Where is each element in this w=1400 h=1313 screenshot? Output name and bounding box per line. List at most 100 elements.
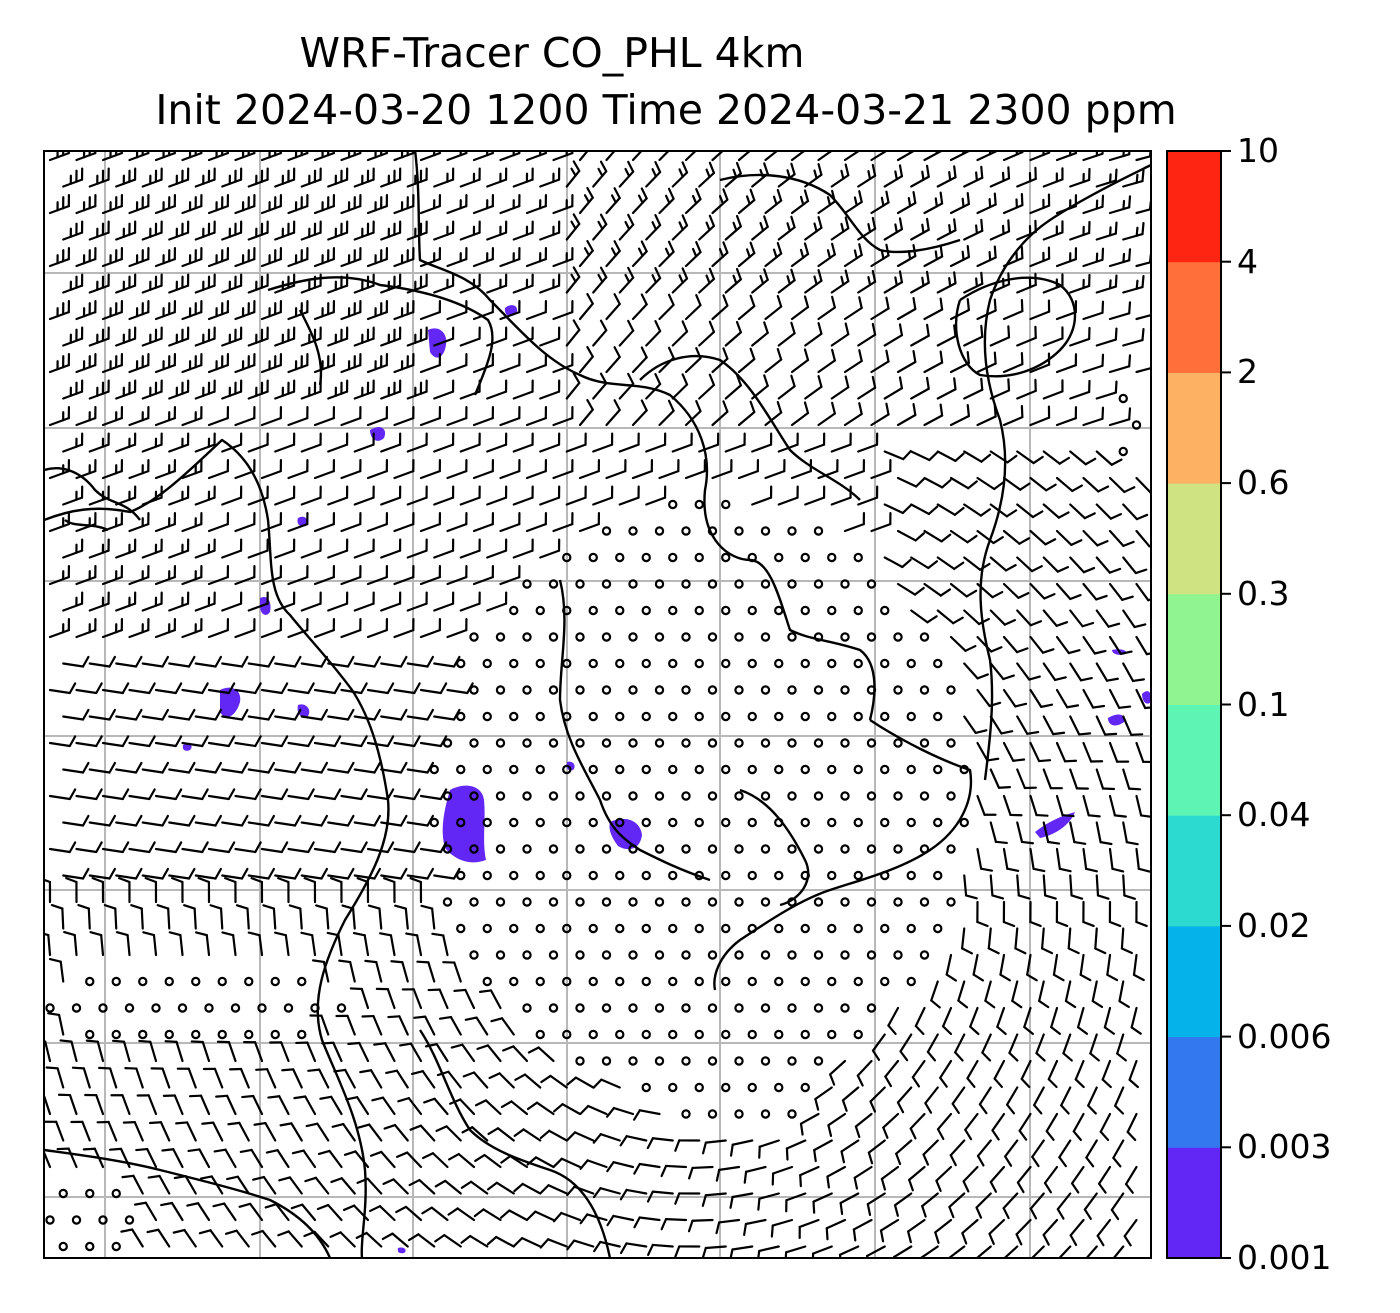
wind-barb	[260, 353, 283, 374]
wind-barb	[154, 353, 177, 374]
wind-barb	[658, 399, 675, 427]
wind-barb	[353, 379, 375, 400]
wind-barb	[1016, 272, 1037, 294]
wind-barb	[843, 190, 863, 215]
wind-barb	[724, 320, 742, 347]
wind-barb	[353, 220, 375, 241]
wind-barb	[949, 403, 970, 427]
wind-barb	[1055, 194, 1078, 215]
colorbar-band-0.02	[1167, 815, 1221, 927]
wind-barb	[154, 300, 177, 321]
wind-barb	[658, 346, 675, 374]
wind-barb	[1042, 326, 1064, 347]
wind-barb	[684, 187, 702, 215]
wind-barb	[1016, 166, 1037, 188]
wind-barb	[221, 326, 243, 347]
wind-barb	[234, 459, 256, 480]
wind-barb	[101, 459, 124, 480]
wind-barb	[671, 161, 689, 188]
wind-barb	[963, 271, 984, 294]
wind-barb	[711, 151, 725, 162]
wind-barb	[976, 351, 997, 374]
wind-barb	[804, 432, 826, 453]
wind-barb	[194, 432, 216, 453]
calm-wind-marker	[1118, 393, 1128, 404]
wind-barb	[62, 326, 84, 347]
wind-barb	[101, 406, 124, 427]
wind-barb	[181, 353, 203, 374]
wind-barb	[896, 350, 917, 374]
wind-barb	[910, 450, 939, 462]
wind-barb	[923, 350, 944, 374]
wind-barb	[631, 399, 648, 427]
wind-barb	[287, 406, 309, 427]
wind-barb	[287, 459, 309, 480]
colorbar-band-0.04	[1167, 704, 1221, 816]
wind-barb	[499, 300, 521, 321]
wind-barb	[512, 326, 534, 347]
wind-barb	[247, 273, 269, 294]
wind-barb	[207, 247, 230, 268]
wind-barb	[221, 220, 243, 241]
wind-barb	[764, 347, 783, 374]
wind-barb	[843, 349, 863, 374]
wind-barb	[459, 432, 481, 453]
wind-barb	[936, 165, 957, 188]
coastline-bay-peninsula	[267, 276, 494, 396]
wind-barb	[48, 300, 71, 321]
wind-barb	[631, 240, 648, 268]
wind-barb	[472, 300, 495, 321]
wind-barb	[48, 353, 71, 374]
wind-barb	[711, 347, 729, 374]
wind-barb	[393, 194, 415, 215]
wind-barb	[340, 194, 362, 215]
colorbar-band-0.6	[1167, 372, 1221, 484]
wind-barb	[684, 151, 698, 162]
wind-barb	[446, 194, 468, 215]
wind-barb	[671, 267, 689, 294]
wind-barb	[1055, 247, 1078, 268]
wind-barb	[406, 220, 428, 241]
wind-barb	[552, 300, 574, 321]
wind-barb	[194, 379, 216, 400]
wind-barb	[75, 194, 97, 215]
wind-barb	[552, 406, 574, 427]
wind-barb	[366, 300, 389, 321]
colorbar-tick-label: 10	[1237, 131, 1279, 170]
wind-barb	[684, 346, 702, 374]
wind-barb	[128, 406, 150, 427]
wind-barb	[512, 220, 534, 241]
wind-barb	[1122, 169, 1145, 188]
wind-barb	[48, 406, 71, 427]
wind-barb	[75, 406, 97, 427]
wind-barb	[698, 432, 720, 453]
wind-barb	[194, 326, 216, 347]
wind-barb	[870, 402, 890, 427]
wind-barb	[154, 247, 177, 268]
wind-barb	[843, 402, 863, 427]
wind-barb	[830, 269, 850, 294]
colorbar-band-0.3	[1167, 483, 1221, 595]
colorbar-tick-label: 4	[1237, 241, 1258, 281]
wind-barb	[327, 379, 349, 400]
wind-barb	[910, 323, 930, 347]
wind-barb	[592, 319, 608, 347]
wind-barb	[698, 161, 716, 188]
wind-barb	[207, 300, 230, 321]
wind-barb	[883, 217, 904, 241]
wind-barb	[976, 404, 997, 427]
wind-barb	[1095, 327, 1118, 347]
wind-barb	[764, 188, 783, 215]
colorbar-band-4	[1167, 151, 1221, 263]
wind-barb	[817, 151, 834, 162]
wind-barb	[115, 432, 137, 453]
wind-barb	[949, 244, 970, 268]
wind-barb	[684, 240, 702, 268]
wind-barb	[287, 247, 309, 268]
wind-barb	[989, 378, 1011, 400]
wind-barb	[446, 247, 468, 268]
wind-barb	[260, 459, 283, 480]
wind-barb	[605, 187, 621, 215]
wind-barb	[751, 268, 769, 294]
map-title-line1: WRF-Tracer CO_PHL 4km	[299, 29, 805, 77]
